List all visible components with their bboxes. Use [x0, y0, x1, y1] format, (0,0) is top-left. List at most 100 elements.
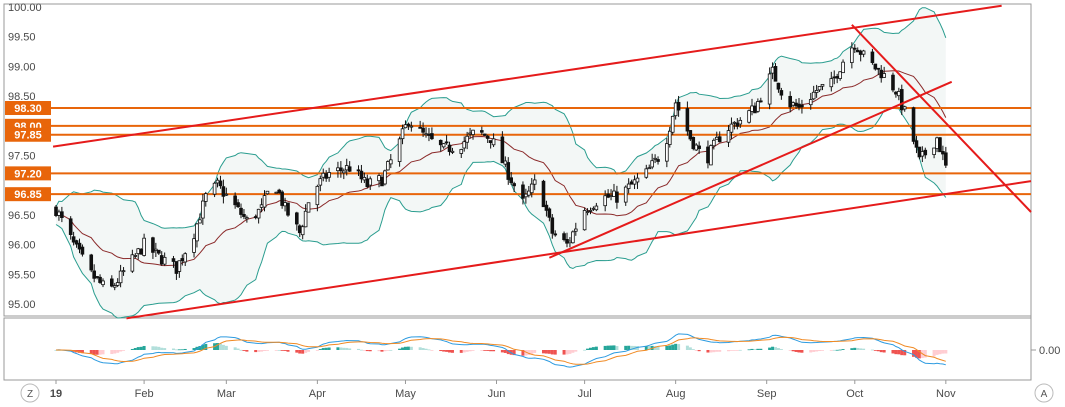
- macd-histogram-bar: [917, 350, 921, 359]
- candle-body: [242, 214, 246, 217]
- candle-body: [383, 170, 387, 185]
- y-axis-ticks: 95.00 95.50 96.00 96.50 97.50 98.50 99.00 99.50…: [8, 2, 42, 311]
- macd-histogram-bar: [277, 349, 281, 351]
- macd-histogram-bar: [242, 350, 246, 351]
- x-tick-label: Apr: [309, 388, 326, 400]
- macd-histogram-bar: [221, 344, 225, 350]
- level-label-box: [5, 166, 51, 181]
- candle-body: [485, 135, 490, 139]
- level-label-box: [5, 101, 51, 115]
- candle-body: [656, 159, 660, 162]
- candle-body: [635, 177, 640, 183]
- candle-body: [459, 149, 464, 154]
- candle-body: [151, 237, 155, 253]
- auto-scale-button[interactable]: A: [1034, 383, 1054, 403]
- macd-indicator: 0.00: [54, 333, 1060, 368]
- macd-histogram-bar: [307, 350, 311, 352]
- candle-body: [177, 260, 182, 272]
- candle-body: [709, 145, 713, 166]
- zoom-button[interactable]: Z: [20, 383, 40, 403]
- candle-body: [512, 183, 516, 187]
- auto-scale-button-label: A: [1041, 389, 1048, 400]
- macd-histogram-bar: [336, 347, 340, 350]
- candle-body: [911, 107, 916, 142]
- macd-histogram-bar: [553, 350, 557, 355]
- macd-histogram-bar: [923, 350, 927, 358]
- candle-body: [773, 66, 778, 82]
- macd-histogram-bar: [668, 345, 672, 350]
- macd-histogram-bar: [506, 350, 510, 355]
- candle-body: [735, 122, 740, 127]
- candle-body: [759, 100, 763, 103]
- macd-histogram-bar: [900, 350, 904, 356]
- y-tick-label: 100.00: [8, 2, 42, 14]
- macd-histogram-bar: [688, 347, 692, 350]
- candle-body: [406, 123, 411, 127]
- x-tick-label: Mar: [217, 388, 236, 400]
- candle-body: [471, 129, 475, 135]
- candle-body: [623, 186, 628, 203]
- y-tick-label: 95.50: [8, 269, 36, 281]
- candle-body: [262, 195, 267, 208]
- x-tick-label: Nov: [936, 388, 956, 400]
- macd-histogram-bar: [489, 350, 493, 352]
- candle-body: [327, 172, 331, 178]
- macd-histogram-bar: [345, 347, 349, 350]
- candlesticks: [54, 42, 948, 291]
- macd-histogram-bar: [820, 350, 824, 351]
- candle-body: [673, 102, 678, 117]
- macd-histogram-bar: [797, 350, 801, 353]
- candle-body: [756, 101, 760, 112]
- macd-histogram-bar: [800, 350, 804, 353]
- candle-body: [568, 240, 572, 244]
- candle-body: [462, 141, 467, 149]
- candle-body: [162, 256, 167, 265]
- candle-body: [224, 193, 229, 196]
- candle-body: [115, 282, 120, 286]
- candle-body: [544, 204, 549, 211]
- candle-body: [747, 110, 751, 123]
- macd-histogram-bar: [794, 350, 798, 352]
- candle-body: [876, 67, 881, 70]
- macd-histogram-bar: [671, 344, 675, 350]
- candle-body: [386, 161, 390, 171]
- candle-body: [588, 210, 593, 212]
- candle-body: [274, 191, 279, 194]
- candle-body: [688, 130, 693, 140]
- candle-body: [368, 178, 373, 186]
- macd-histogram-bar: [674, 343, 678, 350]
- macd-histogram-bar: [401, 347, 405, 350]
- candle-body: [591, 207, 596, 210]
- candle-body: [362, 176, 367, 181]
- candle-body: [239, 207, 243, 215]
- candle-body: [750, 105, 754, 112]
- y-tick-label: 99.00: [8, 61, 36, 73]
- trend-line: [548, 80, 953, 259]
- macd-histogram-bar: [380, 350, 384, 352]
- macd-histogram-bar: [779, 349, 783, 350]
- macd-tick-label: 0.00: [1039, 345, 1060, 357]
- candle-body: [897, 91, 901, 97]
- macd-histogram-bar: [612, 345, 616, 350]
- candle-body: [441, 143, 446, 148]
- level-label-box: [5, 127, 51, 142]
- macd-histogram-bar: [879, 350, 883, 353]
- macd-histogram-bar: [829, 350, 833, 351]
- macd-histogram-bar: [812, 350, 816, 352]
- x-tick-label: Feb: [135, 388, 154, 400]
- macd-histogram-bar: [527, 350, 531, 355]
- macd-histogram-bar: [98, 350, 102, 355]
- macd-histogram-bar: [398, 348, 402, 350]
- candle-body: [550, 217, 555, 234]
- candle-body: [212, 182, 217, 195]
- macd-histogram-bar: [295, 350, 299, 353]
- macd-histogram-bar: [177, 349, 181, 351]
- macd-histogram-bar: [136, 347, 140, 350]
- trend-lines: [52, 4, 1032, 320]
- candle-body: [265, 190, 270, 195]
- candle-body: [400, 128, 405, 140]
- macd-histogram-bar: [151, 346, 155, 350]
- candle-body: [306, 202, 311, 213]
- trend-line: [52, 4, 1002, 148]
- macd-histogram-bar: [236, 348, 240, 350]
